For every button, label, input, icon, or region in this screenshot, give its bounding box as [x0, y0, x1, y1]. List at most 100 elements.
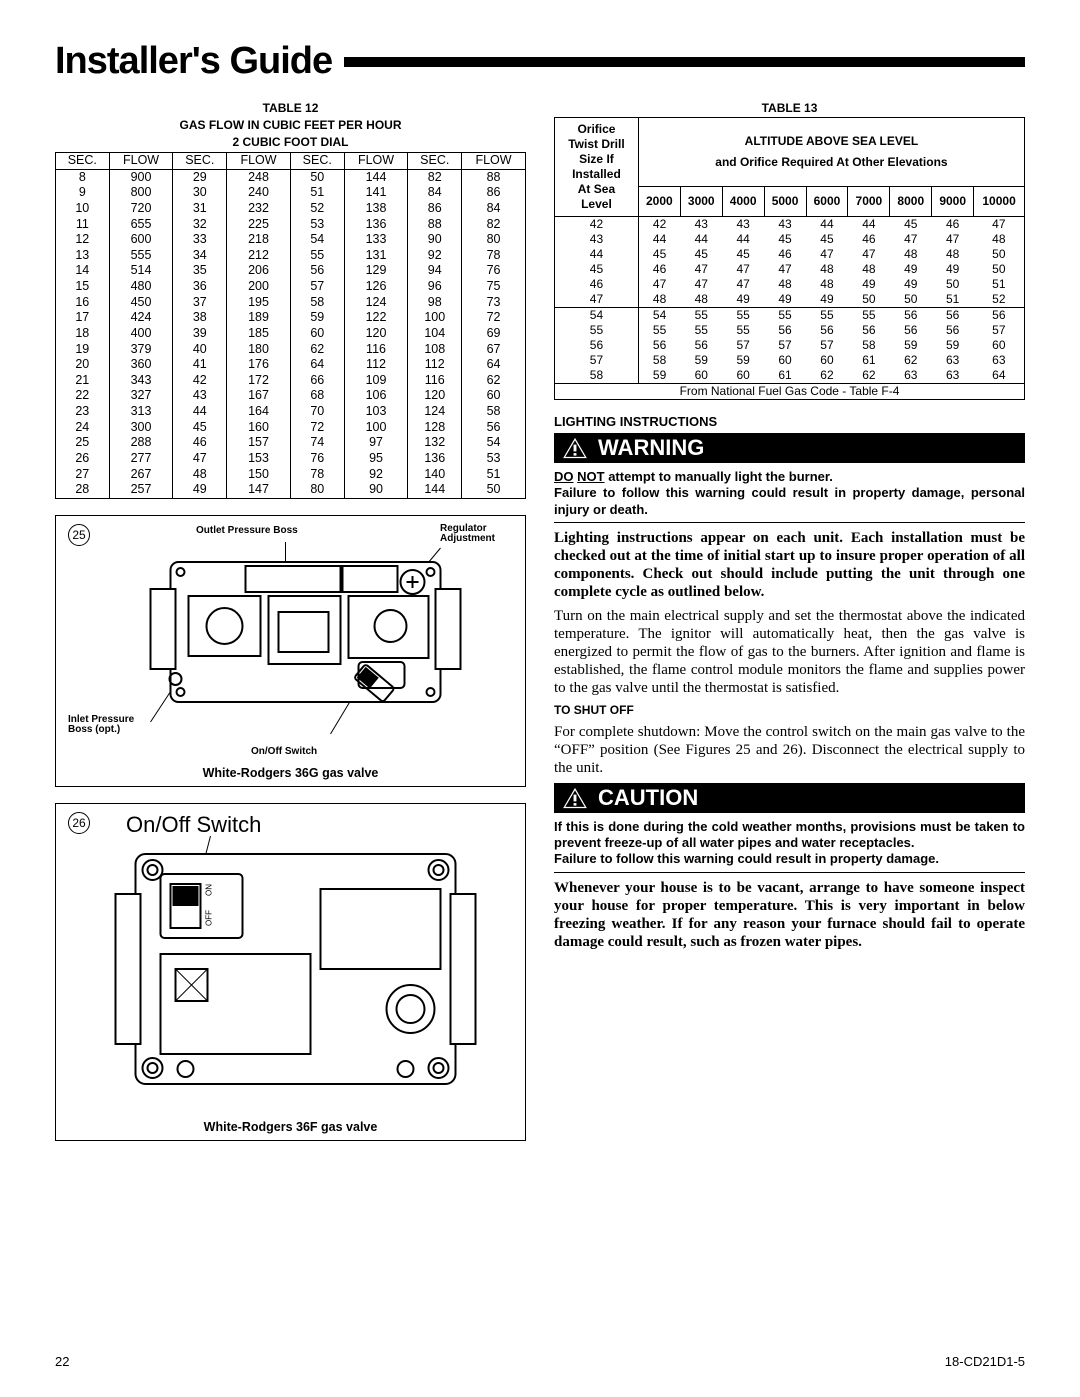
table-cell: 54	[462, 435, 526, 451]
table-cell: 49	[764, 292, 806, 308]
table-row: 1645037195581249873	[56, 295, 526, 311]
table-cell: 16	[56, 295, 110, 311]
table-cell: 44	[173, 404, 227, 420]
table-cell: 144	[408, 482, 462, 498]
table-cell: 277	[109, 451, 173, 467]
para1: Lighting instructions appear on each uni…	[554, 529, 1025, 601]
table-cell: 60	[680, 368, 722, 384]
table-cell: 78	[290, 467, 344, 483]
table-cell: 56	[290, 263, 344, 279]
table13: Orifice Twist Drill Size If Installed At…	[554, 117, 1025, 400]
table-cell: 288	[109, 435, 173, 451]
table-cell: 9	[56, 185, 110, 201]
table-cell: 54	[290, 232, 344, 248]
table-row: 24300451607210012856	[56, 420, 526, 436]
table-cell: 132	[408, 435, 462, 451]
table-cell: 33	[173, 232, 227, 248]
table-cell: 86	[408, 201, 462, 217]
table-cell: 144	[344, 169, 408, 185]
table-cell: 57	[806, 338, 848, 353]
table-cell: 400	[109, 326, 173, 342]
table-cell: 200	[227, 279, 291, 295]
table-cell: 49	[932, 262, 974, 277]
table-cell: 66	[290, 373, 344, 389]
table-cell: 25	[56, 435, 110, 451]
table-cell: 88	[408, 217, 462, 233]
caution-banner: CAUTION	[554, 783, 1025, 813]
table-cell: 116	[344, 342, 408, 358]
t13-alt-header: 2000	[638, 187, 680, 217]
table-cell: 50	[462, 482, 526, 498]
table-cell: 41	[173, 357, 227, 373]
table-cell: 24	[56, 420, 110, 436]
table-cell: 42	[173, 373, 227, 389]
table-cell: 900	[109, 169, 173, 185]
table-row: 57585959606061626363	[555, 353, 1025, 368]
warning-banner: WARNING	[554, 433, 1025, 463]
table-row: 23313441647010312458	[56, 404, 526, 420]
table-cell: 108	[408, 342, 462, 358]
table-cell: 62	[890, 353, 932, 368]
para3: For complete shutdown: Move the control …	[554, 723, 1025, 777]
table-cell: 47	[806, 247, 848, 262]
table-cell: 73	[462, 295, 526, 311]
table-cell: 50	[848, 292, 890, 308]
figure-26: 26 On/Off Switch	[55, 803, 526, 1141]
table-cell: 360	[109, 357, 173, 373]
t13-top-header-1: ALTITUDE ABOVE SEA LEVEL	[641, 134, 1022, 149]
table-cell: 72	[290, 420, 344, 436]
table-cell: 13	[56, 248, 110, 264]
page-number: 22	[55, 1354, 69, 1369]
table-cell: 43	[173, 388, 227, 404]
t13-alt-header: 6000	[806, 187, 848, 217]
table-cell: 45	[173, 420, 227, 436]
table-row: 980030240511418486	[56, 185, 526, 201]
table-cell: 59	[722, 353, 764, 368]
table-cell: 47	[722, 262, 764, 277]
table-cell: 49	[890, 262, 932, 277]
table-cell: 42	[638, 217, 680, 233]
table-cell: 58	[848, 338, 890, 353]
table-cell: 120	[408, 388, 462, 404]
table-cell: 44	[638, 232, 680, 247]
table-row: 45464747474848494950	[555, 262, 1025, 277]
t13-alt-header: 5000	[764, 187, 806, 217]
table-cell: 67	[462, 342, 526, 358]
table-cell: 32	[173, 217, 227, 233]
table-cell: 60	[462, 388, 526, 404]
t12-col-header: SEC.	[290, 153, 344, 170]
table-cell: 92	[408, 248, 462, 264]
table-cell: 450	[109, 295, 173, 311]
table-cell: 49	[890, 277, 932, 292]
table-cell: 46	[764, 247, 806, 262]
table-cell: 48	[680, 292, 722, 308]
table-cell: 84	[408, 185, 462, 201]
table-cell: 232	[227, 201, 291, 217]
table-cell: 257	[109, 482, 173, 498]
table-cell: 64	[290, 357, 344, 373]
table-cell: 379	[109, 342, 173, 358]
table-cell: 27	[56, 467, 110, 483]
table-row: 44454545464747484850	[555, 247, 1025, 262]
figure-26-number: 26	[68, 812, 90, 834]
table-cell: 90	[408, 232, 462, 248]
table-row: 19379401806211610867	[56, 342, 526, 358]
table-cell: 58	[555, 368, 639, 384]
table-row: 42424343434444454647	[555, 217, 1025, 233]
table-cell: 185	[227, 326, 291, 342]
table-cell: 44	[848, 217, 890, 233]
table-cell: 46	[638, 262, 680, 277]
para4: Whenever your house is to be vacant, arr…	[554, 879, 1025, 951]
caution-icon	[562, 787, 588, 809]
table-cell: 94	[408, 263, 462, 279]
svg-text:OFF: OFF	[205, 910, 214, 926]
table-cell: 63	[974, 353, 1025, 368]
table-cell: 43	[764, 217, 806, 233]
table-row: 20360411766411211264	[56, 357, 526, 373]
table-row: 56565657575758595960	[555, 338, 1025, 353]
table-cell: 80	[462, 232, 526, 248]
table-cell: 106	[344, 388, 408, 404]
table-row: 1260033218541339080	[56, 232, 526, 248]
table-cell: 69	[462, 326, 526, 342]
table-cell: 45	[764, 232, 806, 247]
